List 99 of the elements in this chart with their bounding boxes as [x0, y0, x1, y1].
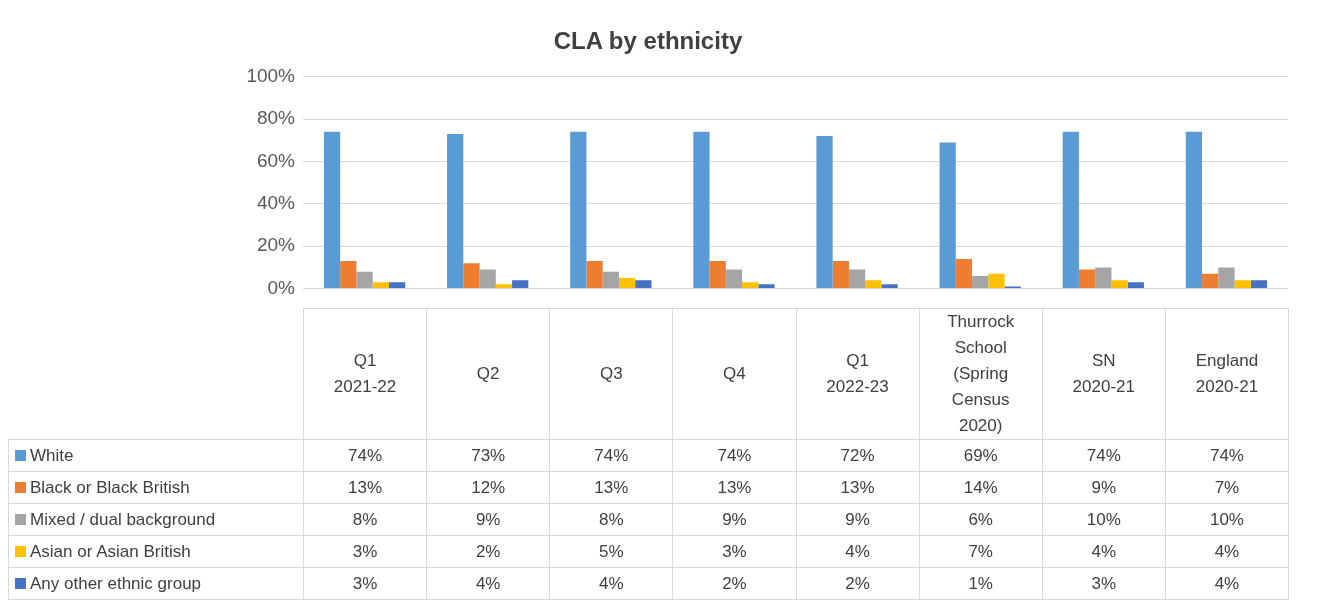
bar [388, 282, 406, 289]
legend-label: Asian or Asian British [8, 535, 304, 568]
bar [693, 131, 710, 289]
data-label: 9% [426, 503, 550, 536]
data-label: 4% [796, 535, 920, 568]
bar [955, 258, 973, 289]
data-label: 74% [672, 439, 796, 472]
data-label: 74% [1165, 439, 1289, 472]
bar [881, 284, 898, 289]
y-tick-label: 0% [267, 276, 296, 298]
x-tick-label: Q2 [426, 308, 550, 440]
data-label: 3% [303, 535, 427, 568]
data-label: 73% [426, 439, 550, 472]
bar [742, 282, 759, 289]
data-label: 10% [1165, 503, 1289, 536]
bar [1078, 269, 1096, 289]
data-label: 4% [1165, 535, 1289, 568]
bar [1127, 282, 1144, 289]
y-tick-label: 100% [246, 65, 296, 87]
bar [816, 136, 833, 289]
data-label: 13% [303, 471, 427, 504]
bar [463, 263, 480, 289]
bar [1234, 280, 1251, 289]
x-tick-label: Q3 [549, 308, 673, 440]
bar [1095, 267, 1112, 289]
data-label: 69% [919, 439, 1043, 472]
bar [1218, 267, 1235, 289]
data-label: 4% [549, 567, 673, 600]
bar [1185, 131, 1203, 289]
bar [618, 278, 636, 289]
bar [865, 280, 882, 289]
bar [512, 280, 529, 289]
bar [1062, 131, 1079, 289]
data-label: 3% [1042, 567, 1166, 600]
data-label: 10% [1042, 503, 1166, 536]
data-label: 7% [1165, 471, 1289, 504]
bar [602, 271, 619, 289]
bar [832, 261, 849, 289]
x-tick-label: England 2020-21 [1165, 308, 1289, 440]
y-tick-label: 80% [256, 107, 296, 129]
data-label: 14% [919, 471, 1043, 504]
data-label: 4% [1042, 535, 1166, 568]
data-label: 9% [672, 503, 796, 536]
bar [356, 271, 373, 289]
bar [323, 131, 341, 289]
data-label: 12% [426, 471, 550, 504]
data-label: 2% [796, 567, 920, 600]
data-label: 74% [1042, 439, 1166, 472]
y-tick-label: 40% [256, 192, 296, 214]
x-tick-label: Q1 2022-23 [796, 308, 920, 440]
y-tick-label: 20% [256, 234, 296, 256]
data-label: 8% [549, 503, 673, 536]
data-label: 72% [796, 439, 920, 472]
data-label: 8% [303, 503, 427, 536]
bar [939, 142, 956, 289]
x-tick-label: Q4 [672, 308, 796, 440]
bar [1202, 273, 1219, 289]
x-tick-label: Thurrock School (Spring Census 2020) [919, 308, 1043, 440]
bar [988, 273, 1005, 289]
y-tick-label: 60% [256, 149, 296, 171]
data-label: 4% [1165, 567, 1289, 600]
data-label: 2% [672, 567, 796, 600]
data-label: 13% [796, 471, 920, 504]
bar [372, 282, 389, 289]
bar [586, 261, 603, 289]
bar [340, 261, 357, 289]
bar [848, 269, 866, 289]
bar [1250, 280, 1268, 289]
legend-label: Black or Black British [8, 471, 304, 504]
legend-label: Any other ethnic group [8, 567, 304, 600]
data-label: 1% [919, 567, 1043, 600]
bar [447, 133, 464, 289]
x-tick-label: SN 2020-21 [1042, 308, 1166, 440]
data-label: 9% [1042, 471, 1166, 504]
bar [1111, 280, 1128, 289]
data-label: 13% [549, 471, 673, 504]
x-tick-label: Q1 2021-22 [303, 308, 427, 440]
bar [725, 269, 743, 289]
bar [479, 269, 496, 289]
bar [709, 261, 726, 289]
data-label: 3% [672, 535, 796, 568]
chart-title: CLA by ethnicity [553, 27, 743, 55]
bar [972, 275, 989, 289]
legend-label: White [8, 439, 304, 472]
data-label: 9% [796, 503, 920, 536]
data-label: 13% [672, 471, 796, 504]
data-label: 7% [919, 535, 1043, 568]
bar [758, 284, 775, 289]
legend-label: Mixed / dual background [8, 503, 304, 536]
data-label: 5% [549, 535, 673, 568]
bar [635, 280, 652, 289]
data-label: 6% [919, 503, 1043, 536]
bar [495, 284, 513, 289]
data-label: 3% [303, 567, 427, 600]
bar [570, 131, 587, 289]
data-label: 74% [549, 439, 673, 472]
data-label: 74% [303, 439, 427, 472]
data-label: 2% [426, 535, 550, 568]
data-label: 4% [426, 567, 550, 600]
